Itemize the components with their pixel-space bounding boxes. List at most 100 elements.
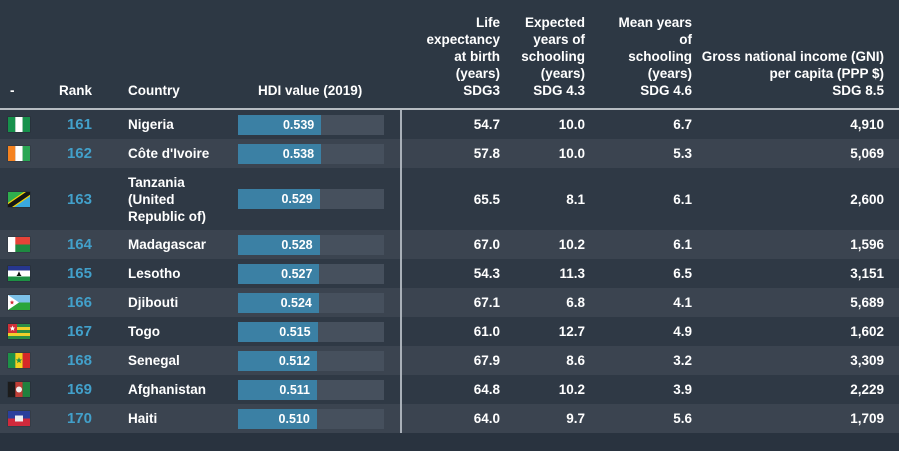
hdi-value: 0.511 [279,382,310,397]
rank-link[interactable]: 162 [66,145,92,162]
expected-schooling-cell: 10.0 [558,146,585,161]
mean-schooling-cell: 6.1 [673,237,692,252]
hdi-bar: 0.515 [238,321,400,342]
hdi-bar-fill: 0.524 [238,292,319,313]
column-header-life-expectancy: Life expectancy at birth (years) SDG3 [400,14,500,99]
hdi-bar: 0.539 [238,114,400,135]
rank-link[interactable]: 167 [66,323,92,340]
mean-schooling-cell: 6.1 [673,191,692,207]
table-row[interactable]: 166 Djibouti 0.524 67.1 6.8 4.1 5,689 [0,288,899,317]
mean-schooling-cell: 5.6 [673,411,692,426]
rank-link[interactable]: 166 [66,294,92,311]
hdi-bar-track: 0.538 [238,143,384,164]
hdi-value: 0.510 [278,411,310,426]
expected-schooling-cell: 8.6 [566,353,585,368]
gni-cell: 3,151 [850,266,884,281]
mean-schooling-cell: 3.9 [673,382,692,397]
column-header-expected-schooling: Expected years of schooling (years) SDG 4… [500,14,585,99]
rank-link[interactable]: 164 [66,236,92,253]
country-name-cell: Afghanistan [92,377,238,402]
rank-link[interactable]: 165 [66,265,92,282]
expected-schooling-cell: 11.3 [559,266,585,281]
hdi-bar-track: 0.524 [238,292,384,313]
life-expectancy-cell: 64.0 [473,411,500,426]
rank-link[interactable]: 163 [66,190,92,208]
country-name: Djibouti [128,295,179,310]
gni-cell: 3,309 [850,353,884,368]
country-name: Haiti [128,411,158,426]
hdi-bar-fill: 0.538 [238,143,322,164]
column-header-eys-sdg: SDG 4.3 [533,83,585,98]
table-row[interactable]: 167 Togo 0.515 61.0 12.7 4.9 1,602 [0,317,899,346]
hdi-bar-track: 0.511 [238,379,384,400]
hdi-bar: 0.524 [238,292,400,313]
gni-cell: 2,229 [850,382,884,397]
hdi-value: 0.527 [281,266,313,281]
hdi-bar-track: 0.512 [238,350,384,371]
country-name: Lesotho [128,266,181,281]
table-row[interactable]: 170 Haiti 0.510 64.0 9.7 5.6 1,709 [0,404,899,433]
gni-cell: 4,910 [850,117,884,132]
hdi-bar-track: 0.515 [238,321,384,342]
life-expectancy-cell: 67.0 [473,237,500,252]
table-header-row: - Rank Country HDI value (2019) Life exp… [0,0,899,110]
hdi-value: 0.528 [281,237,313,252]
djibouti-flag [0,295,38,310]
country-name-cell: Haiti [92,406,238,431]
gni-cell: 1,596 [850,237,884,252]
hdi-value: 0.524 [280,295,312,310]
lesotho-flag [0,266,38,281]
expected-schooling-cell: 8.1 [566,191,585,207]
table-row[interactable]: 162 Côte d'Ivoire 0.538 57.8 10.0 5.3 5,069 [0,139,899,168]
hdi-bar-fill: 0.515 [238,321,318,342]
column-header-country: Country [92,82,238,99]
cote-divoire-flag [0,146,38,161]
hdi-bar-fill: 0.512 [238,350,318,371]
hdi-value: 0.512 [278,353,311,368]
country-name: Tanzania (United Republic of) [128,174,206,224]
hdi-bar-fill: 0.528 [238,234,320,255]
life-expectancy-cell: 67.1 [473,295,500,310]
gni-cell: 5,069 [850,146,884,161]
hdi-bar-track: 0.539 [238,114,384,135]
country-name-cell: Tanzania (United Republic of) [92,170,238,229]
column-header-flag: - [0,82,38,99]
hdi-bar-fill: 0.527 [238,263,320,284]
togo-flag [0,324,38,339]
table-row[interactable]: 164 Madagascar 0.528 67.0 10.2 6.1 1,596 [0,230,899,259]
country-name-cell: Lesotho [92,261,238,286]
rank-link[interactable]: 168 [66,352,92,369]
table-row[interactable]: 163 Tanzania (United Republic of) 0.529 65.… [0,168,899,230]
country-name: Nigeria [128,117,174,132]
hdi-bar: 0.510 [238,408,400,429]
mean-schooling-cell: 6.5 [673,266,692,281]
expected-schooling-cell: 10.2 [558,382,585,397]
column-divider [400,110,402,433]
mean-schooling-cell: 4.9 [673,324,692,339]
column-header-gni-sdg: SDG 8.5 [832,83,884,98]
life-expectancy-cell: 64.8 [473,382,500,397]
table-row[interactable]: 169 Afghanistan 0.511 64.8 10.2 3.9 2,229 [0,375,899,404]
hdi-value: 0.515 [279,324,311,339]
hdi-value: 0.529 [281,192,313,206]
table-row[interactable]: 161 Nigeria 0.539 54.7 10.0 6.7 4,910 [0,110,899,139]
country-name: Madagascar [128,237,207,252]
rank-link[interactable]: 170 [66,410,92,427]
country-name-cell: Côte d'Ivoire [92,141,238,166]
rank-link[interactable]: 169 [66,381,92,398]
life-expectancy-cell: 61.0 [473,324,500,339]
country-name-cell: Nigeria [92,112,238,137]
expected-schooling-cell: 10.2 [558,237,585,252]
gni-cell: 2,600 [850,191,884,207]
column-header-mean-schooling: Mean years of schooling (years) SDG 4.6 [585,14,692,99]
table-row[interactable]: 168 Senegal 0.512 67.9 8.6 3.2 3,309 [0,346,899,375]
rank-link[interactable]: 161 [66,116,92,133]
table-row[interactable]: 165 Lesotho 0.527 54.3 11.3 6.5 3,151 [0,259,899,288]
mean-schooling-cell: 4.1 [673,295,692,310]
tanzania-flag [0,191,38,207]
expected-schooling-cell: 10.0 [558,117,585,132]
hdi-bar: 0.538 [238,143,400,164]
hdi-bar: 0.528 [238,234,400,255]
life-expectancy-cell: 65.5 [473,191,500,207]
